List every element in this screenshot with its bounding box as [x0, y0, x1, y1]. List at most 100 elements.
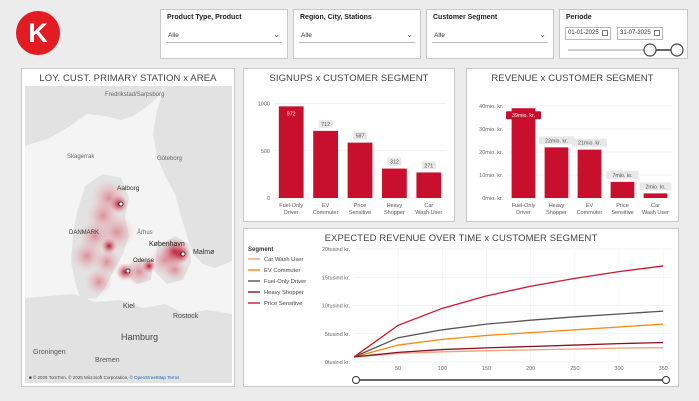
- filter-title: Region, City, Stations: [300, 14, 372, 21]
- chevron-down-icon[interactable]: ⌄: [273, 30, 280, 39]
- customer-segment-dropdown[interactable]: Alle ⌄: [432, 27, 548, 43]
- revenue-chart[interactable]: 0mio. kr. 10mio. kr. 20mio. kr. 30mio. kr. 4…: [467, 69, 680, 223]
- bar[interactable]: [382, 168, 407, 198]
- bar[interactable]: [643, 193, 668, 198]
- map-label: Århus: [137, 229, 153, 236]
- customer-segment-filter[interactable]: Customer Segment Alle ⌄: [426, 9, 554, 59]
- dropdown-value: Alle: [434, 32, 445, 39]
- map-label: DANMARK: [69, 230, 99, 236]
- category-label: Fuel-Only: [279, 203, 303, 209]
- category-label: Commuter: [577, 210, 603, 216]
- data-label: 7mio. kr.: [612, 173, 632, 179]
- map-canvas[interactable]: Fredrikstad/Sarpsborg Skagerrak Göteborg…: [25, 86, 232, 383]
- map-attribution: ■ © 2025 TomTom, © 2025 Microsoft Corpor…: [29, 375, 179, 380]
- series-line[interactable]: [353, 341, 664, 358]
- y-tick-label: 20mio. kr.: [479, 150, 503, 156]
- category-label: Wash User: [642, 210, 669, 216]
- bar[interactable]: [577, 149, 602, 198]
- legend-item[interactable]: Price Sensitive: [264, 301, 302, 307]
- category-label: Sensitive: [349, 210, 371, 216]
- category-label: Fuel-Only: [512, 203, 536, 209]
- x-tick-label: 350: [659, 366, 668, 372]
- start-date-input[interactable]: 01-01-2025: [565, 27, 611, 40]
- company-logo: K: [14, 9, 62, 57]
- range-handle-start[interactable]: [352, 376, 360, 384]
- expected-revenue-chart[interactable]: 0tusind kr. 5tusind kr. 10tusind kr. 15tusi…: [244, 229, 680, 388]
- legend-item[interactable]: Car Wash User: [264, 257, 303, 263]
- data-label-bg: [387, 157, 402, 166]
- product-type-filter[interactable]: Product Type, Product Alle ⌄: [160, 9, 288, 59]
- region-dropdown[interactable]: Alle ⌄: [299, 27, 415, 43]
- map-label: Göteborg: [157, 156, 182, 162]
- calendar-icon[interactable]: [654, 30, 660, 36]
- series-line[interactable]: [353, 310, 664, 358]
- y-tick-label: 20tusind kr.: [322, 247, 351, 253]
- y-tick-label: 0tusind kr.: [325, 360, 351, 366]
- end-date-input[interactable]: 31-07-2025: [617, 27, 663, 40]
- data-label-bg: [572, 138, 607, 147]
- slider-handle-start[interactable]: [643, 43, 657, 57]
- category-label: Shopper: [384, 210, 405, 216]
- region-filter[interactable]: Region, City, Stations Alle ⌄: [293, 9, 421, 59]
- bar[interactable]: [416, 172, 442, 198]
- category-label: Driver: [284, 210, 299, 216]
- data-label: 39mio. kr.: [512, 113, 535, 119]
- x-tick-label: 250: [570, 366, 579, 372]
- x-tick-label: 50: [395, 366, 401, 372]
- series-line[interactable]: [353, 323, 664, 358]
- end-date-value: 31-07-2025: [620, 30, 651, 36]
- dropdown-value: Alle: [301, 32, 312, 39]
- data-label-bg: [421, 161, 436, 170]
- terms-link[interactable]: Terms: [167, 375, 180, 380]
- calendar-icon[interactable]: [602, 30, 608, 36]
- map-label: Rostock: [173, 313, 199, 320]
- category-label: Car: [651, 203, 660, 209]
- data-label-bg: [284, 109, 299, 118]
- revenue-title: REVENUE x CUSTOMER SEGMENT: [491, 73, 654, 84]
- map-title: LOY. CUST. PRIMARY STATION x AREA: [39, 73, 217, 84]
- x-tick-label: 200: [526, 366, 535, 372]
- bar[interactable]: [347, 142, 373, 198]
- period-slider[interactable]: [560, 41, 689, 59]
- legend-item[interactable]: EV Commuter: [264, 268, 300, 274]
- series-line[interactable]: [353, 346, 664, 358]
- chevron-down-icon[interactable]: ⌄: [406, 30, 413, 39]
- chevron-down-icon[interactable]: ⌄: [539, 30, 546, 39]
- period-filter[interactable]: Periode 01-01-2025 31-07-2025: [559, 9, 688, 59]
- slider-handle-end[interactable]: [670, 43, 684, 57]
- map-panel: LOY. CUST. PRIMARY STATION x AREA: [21, 68, 235, 387]
- data-label: 972: [287, 111, 296, 117]
- bar[interactable]: [610, 181, 635, 198]
- legend-item[interactable]: Fuel-Only Driver: [264, 279, 306, 285]
- land-norway: [25, 86, 165, 146]
- start-date-value: 01-01-2025: [568, 30, 599, 36]
- data-label: 2mio. kr.: [645, 184, 665, 190]
- attribution-text: © 2025 TomTom, © 2025 Microsoft Corporat…: [32, 375, 130, 380]
- category-label: Wash User: [415, 210, 442, 216]
- filter-title: Product Type, Product: [167, 14, 242, 21]
- y-tick-label: 0mio. kr.: [482, 196, 503, 202]
- bar[interactable]: [313, 130, 338, 198]
- category-label: Driver: [516, 210, 531, 216]
- bar[interactable]: [511, 108, 536, 198]
- expected-revenue-panel: EXPECTED REVENUE OVER TIME x CUSTOMER SE…: [243, 228, 679, 387]
- osm-link[interactable]: © OpenStreetMap: [129, 375, 166, 380]
- series-line[interactable]: [353, 265, 664, 358]
- y-tick-label: 5tusind kr.: [325, 332, 351, 338]
- microsoft-logo: ■: [29, 375, 32, 380]
- product-type-dropdown[interactable]: Alle ⌄: [166, 27, 282, 43]
- y-tick-label: 10mio. kr.: [479, 173, 503, 179]
- legend-item[interactable]: Heavy Shopper: [264, 290, 304, 296]
- category-label: Heavy: [387, 203, 403, 209]
- data-label: 587: [356, 134, 365, 140]
- bar[interactable]: [278, 106, 304, 198]
- category-label: Commuter: [313, 210, 339, 216]
- data-label-bg: [318, 119, 333, 128]
- range-handle-end[interactable]: [662, 376, 670, 384]
- bar[interactable]: [544, 147, 569, 198]
- map-label: Groningen: [33, 349, 66, 356]
- category-label: Price: [616, 203, 629, 209]
- category-label: EV: [322, 203, 330, 209]
- data-label: 312: [390, 160, 399, 166]
